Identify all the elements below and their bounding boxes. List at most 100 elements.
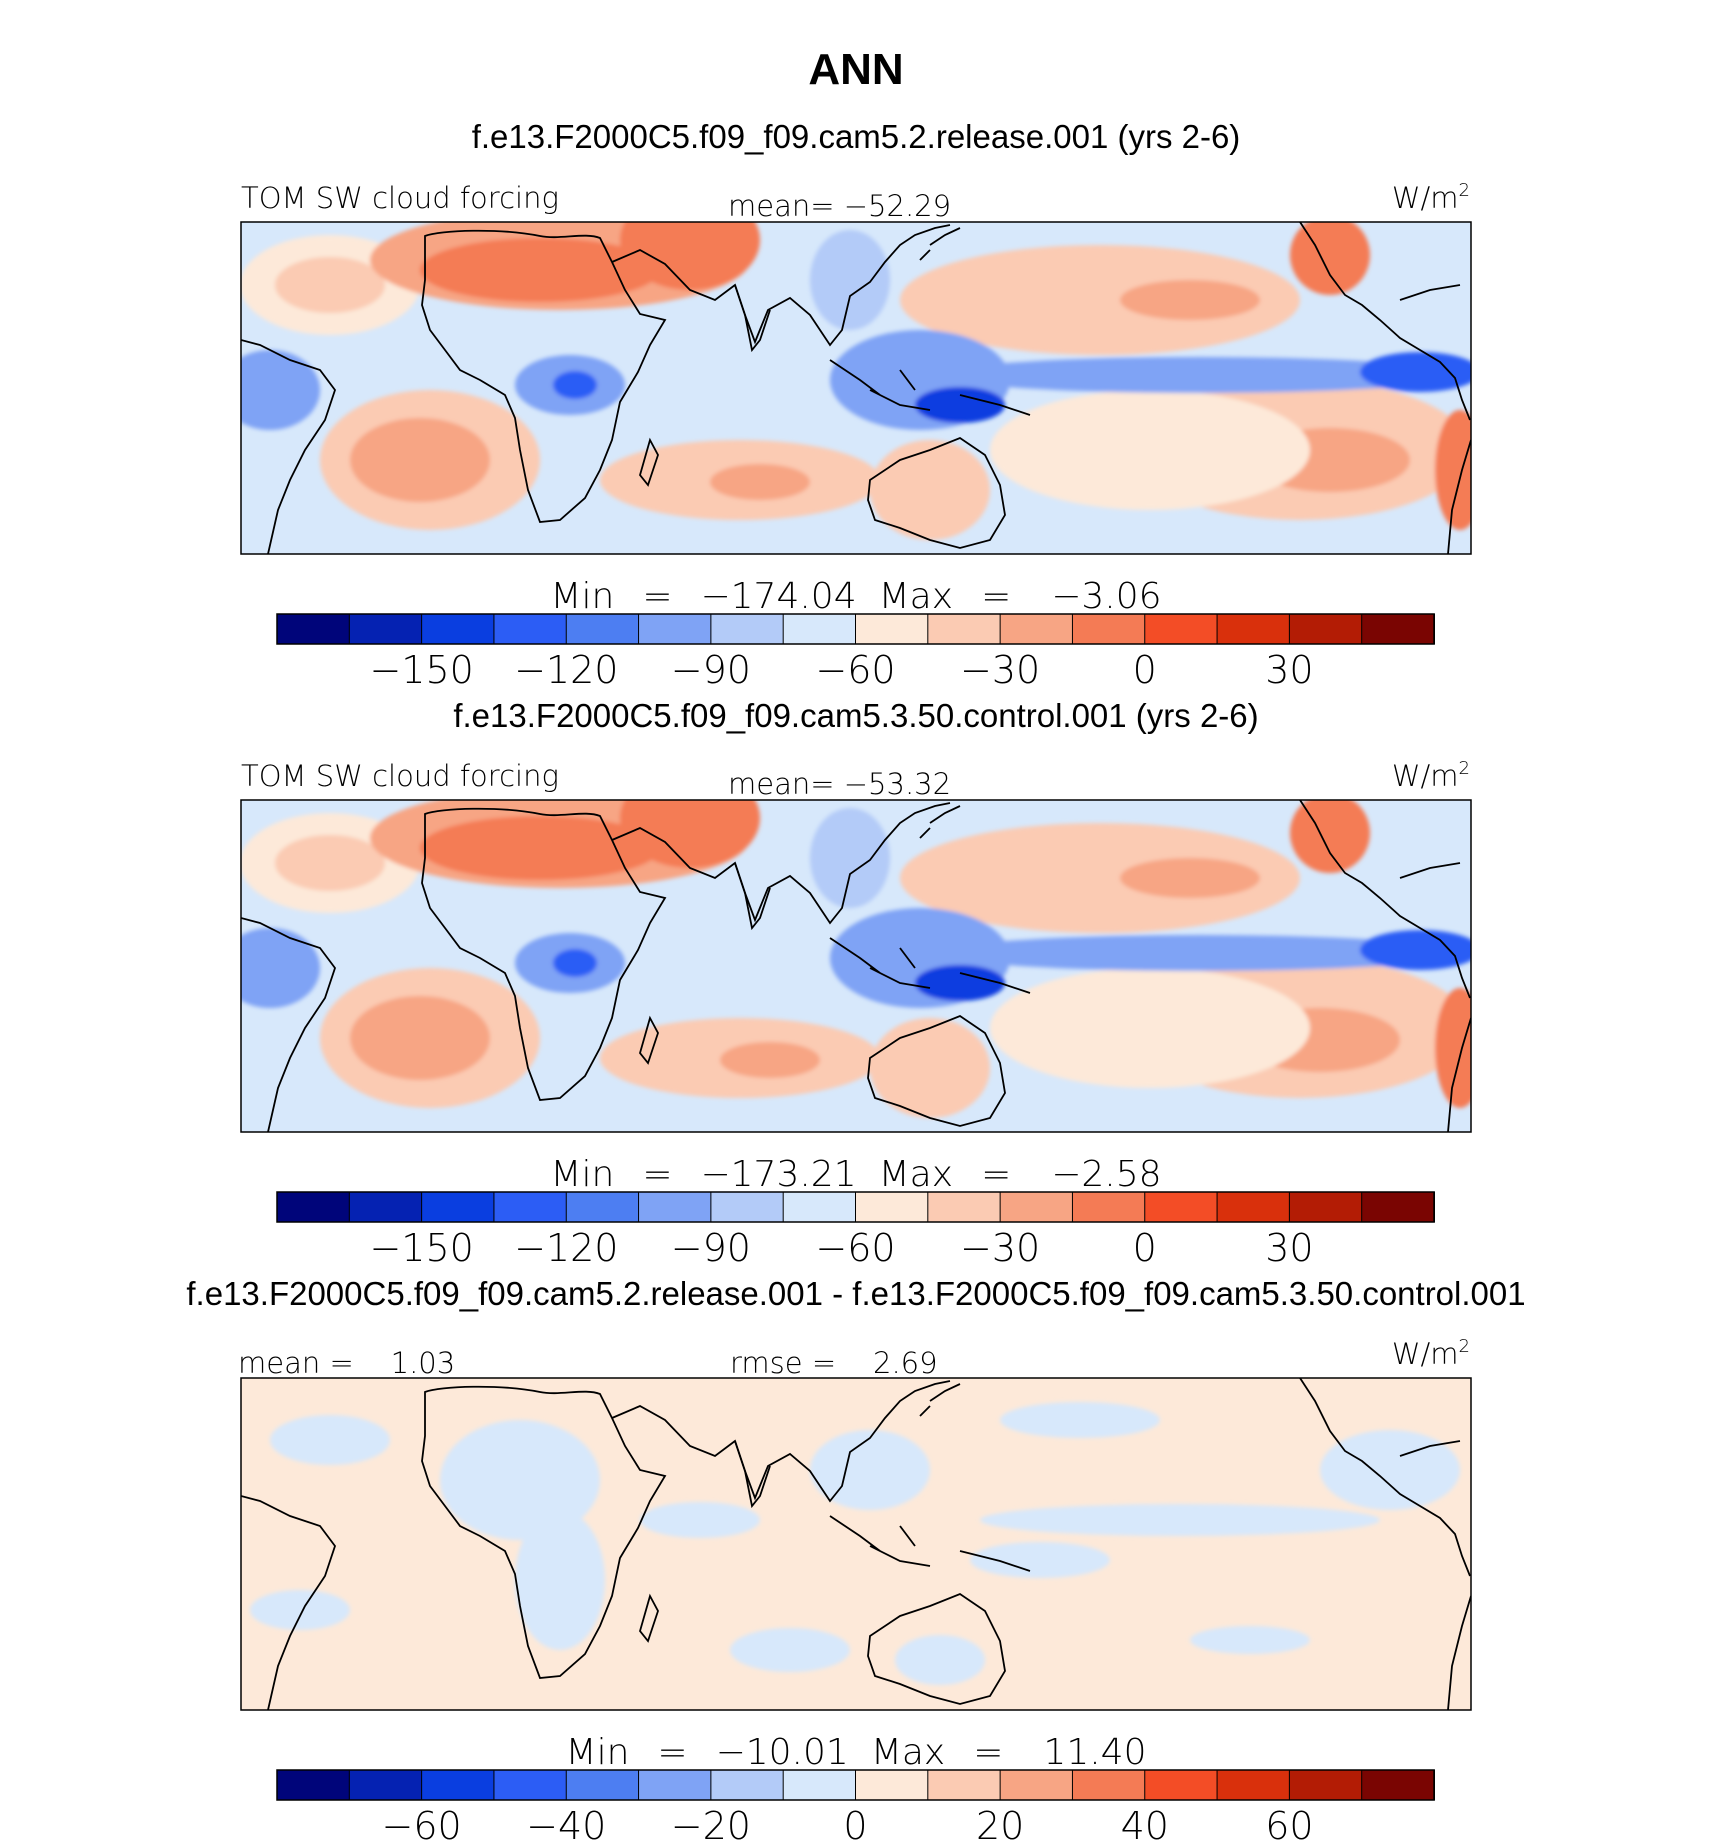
panel-2-colorbar-swatch (565, 1191, 640, 1223)
panel-1-field-peru (1435, 410, 1471, 530)
panel-3-colorbar-swatch (927, 1769, 1002, 1801)
panel-3-colorbar-swatch (782, 1769, 857, 1801)
panel-2-min-value: −173.21 (700, 1154, 856, 1195)
panel-2-units-label: W/m2 (1392, 758, 1470, 793)
panel-2-colorbar-swatch (1071, 1191, 1146, 1223)
panel-3-field-asia (810, 1430, 930, 1510)
panel-3-field-n-pacific (1000, 1402, 1160, 1438)
panel-1-max-value: −3.06 (1051, 576, 1161, 617)
panel-3-colorbar-swatch (565, 1769, 640, 1801)
panel-1-colorbar-frame (276, 613, 1435, 645)
panel-2-coast-australia (867, 1014, 1006, 1127)
panel-2-colorbar-swatch (927, 1191, 1002, 1223)
panel-3-case-title: f.e13.F2000C5.f09_f09.cam5.2.release.001… (186, 1275, 1525, 1312)
panel-1-colorbar-swatch (927, 613, 1002, 645)
panel-2-max-eq: = (981, 1154, 1011, 1195)
panel-2-colorbar-swatch (348, 1191, 423, 1223)
panel-1-contours (241, 222, 1471, 540)
panel-2-units-base: W/m (1392, 759, 1459, 793)
figure-title: ANN (808, 45, 903, 94)
panel-1-colorbar-tick-label: −30 (960, 648, 1040, 692)
panel-3-rmse-label: rmse = 2.69 (730, 1346, 938, 1380)
panel-3-min-value: −10.01 (716, 1732, 849, 1773)
panel-2-colorbar-swatch (782, 1191, 857, 1223)
panel-1-colorbar-swatch (855, 613, 929, 645)
panel-1-field-itcz (940, 357, 1460, 393)
panel-1-coastlines (241, 222, 1471, 554)
panel-1-mean-label: mean= −52.29 (728, 189, 951, 223)
panel-2-units-sup: 2 (1459, 758, 1470, 779)
panel-1-coast-arabia-asia (611, 224, 951, 347)
panel-1-colorbar-swatch (421, 613, 495, 645)
panel-1-colorbar-swatch (276, 613, 351, 645)
panel-1-min-eq: = (642, 576, 672, 617)
panel-3-field-s-atlantic (250, 1590, 350, 1630)
panel-1-coast-indonesia (829, 359, 1031, 416)
panel-2-coastlines (241, 800, 1471, 1132)
panel-1-units-label: W/m2 (1392, 180, 1470, 215)
panel-1-coast-madagascar (639, 437, 659, 487)
panel-1-colorbar-swatch (348, 613, 423, 645)
panel-3-colorbar: −60 −40 −20 0 20 40 60 (276, 1769, 1435, 1842)
panel-2-field-peru (1435, 988, 1471, 1108)
panel-2-coast-africa (421, 807, 667, 1101)
panel-1-colorbar-tick-label: −90 (671, 648, 751, 692)
panel-2-colorbar: −150 −120 −90 −60 −30 0 30 (276, 1191, 1435, 1270)
panel-1-max-eq: = (981, 576, 1011, 617)
panel-2-minmax: Min = −173.21 Max = −2.58 (550, 1154, 1161, 1195)
panel-3-coast-india (734, 1440, 771, 1509)
panel-1-colorbar-swatch (1361, 613, 1435, 645)
panel-2-contours (241, 800, 1471, 1118)
panel-1-colorbar-swatch (493, 613, 568, 645)
panel-1-field-california (1290, 222, 1370, 295)
panel-1-field-east-asia (810, 230, 890, 330)
panel-1-colorbar-swatch (1144, 613, 1219, 645)
panel-1-min-label: Min (550, 576, 614, 617)
panel-2-map (241, 800, 1471, 1132)
panel-2-field-maritime-continent-core (915, 965, 1005, 1001)
panel-3-colorbar-swatch (1071, 1769, 1146, 1801)
panel-3-field-s-pacific (1190, 1626, 1310, 1654)
panel-3-max-label: Max (871, 1732, 945, 1773)
panel-3-coast-indonesia (829, 1515, 1031, 1572)
panel-3-max-value: 11.40 (1043, 1732, 1146, 1773)
panel-2-field-n-pacific-core (1120, 858, 1260, 898)
panel-2-colorbar-swatch (1216, 1191, 1291, 1223)
panel-2-colorbar-swatch (421, 1191, 495, 1223)
panel-2-field-na-atlantic-core (275, 835, 385, 891)
panel-2-max-label: Max (879, 1154, 953, 1195)
panel-3-colorbar-tick-label: 60 (1265, 1804, 1313, 1842)
panel-1-field-s-indian-core (710, 464, 810, 500)
panel-1-field-amazon (241, 350, 320, 430)
panel-2-colorbar-swatch (493, 1191, 568, 1223)
panel-2-max-value: −2.58 (1051, 1154, 1161, 1195)
panel-2-colorbar-tick-label: 30 (1265, 1226, 1313, 1270)
panel-1-coast-africa (421, 229, 667, 523)
panel-2-map-frame (240, 799, 1472, 1133)
panel-3-max-eq: = (973, 1732, 1003, 1773)
panel-2-coast-india (734, 862, 771, 931)
panel-2: f.e13.F2000C5.f09_f09.cam5.3.50.control.… (240, 697, 1472, 1270)
panel-2-min-eq: = (642, 1154, 672, 1195)
panel-2-field-east-asia (810, 808, 890, 908)
panel-3-colorbar-swatch (276, 1769, 351, 1801)
panel-2-coast-indonesia (829, 937, 1031, 994)
panel-3-field-n-atlantic (270, 1415, 390, 1465)
panel-3-field-africa-south (515, 1510, 605, 1650)
panel-2-field-australia (870, 1018, 990, 1118)
panel-3-min-label: Min (566, 1732, 630, 1773)
panel-1-coast-south-america-east (241, 339, 337, 554)
panel-3-colorbar-tick-label: 20 (976, 1804, 1024, 1842)
panel-3-colorbar-tick-label: −40 (526, 1804, 606, 1842)
panel-1-colorbar: −150 −120 −90 −60 −30 0 30 (276, 613, 1435, 692)
panel-1-colorbar-swatch (565, 613, 640, 645)
panel-2-coast-south-america-east (241, 917, 337, 1132)
panel-1-map (241, 222, 1471, 554)
panel-2-case-title: f.e13.F2000C5.f09_f09.cam5.3.50.control.… (453, 697, 1258, 734)
panel-3-colorbar-tick-label: 0 (843, 1804, 867, 1842)
panel-1-map-frame (240, 221, 1472, 555)
panel-3-colorbar-swatch (1361, 1769, 1435, 1801)
panel-3-minmax: Min = −10.01 Max = 11.40 (566, 1732, 1147, 1773)
panel-1-coast-australia (867, 436, 1006, 549)
